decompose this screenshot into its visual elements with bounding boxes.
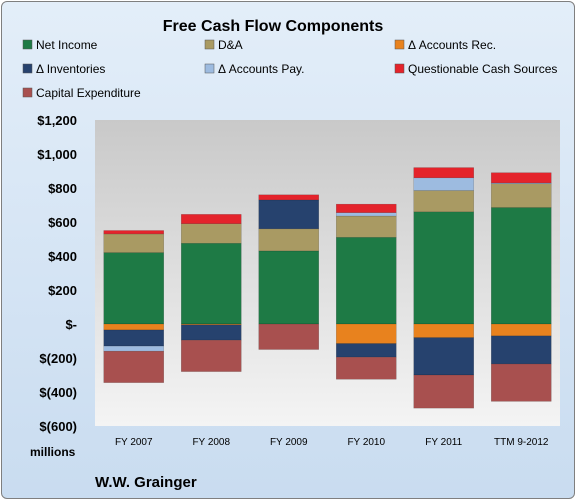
bar-net-income [103,252,164,325]
bar-capital-expenditure [181,339,242,372]
bar-delta-accounts-pay [103,345,164,352]
bar-questionable-cash-sources [336,203,397,213]
bar-capital-expenditure [413,374,474,409]
plot-area [95,120,560,426]
legend-swatch-delta-inventories [22,63,33,74]
bar-d-a [258,228,319,252]
bar-delta-accounts-rec [103,323,164,331]
legend-label-delta-accounts-rec: Δ Accounts Rec. [408,38,496,52]
legend-label-net-income: Net Income [36,38,98,52]
chart-title: Free Cash Flow Components [163,18,384,35]
legend-swatch-delta-accounts-pay [204,63,215,74]
legend-swatch-net-income [22,39,33,50]
bar-net-income [258,250,319,325]
x-category-label: FY 2011 [425,437,462,448]
bar-delta-inventories [258,199,319,230]
bar-d-a [181,223,242,244]
legend-label-d-a: D&A [218,38,243,52]
bar-questionable-cash-sources [413,167,474,179]
y-tick-label: $200 [48,283,77,298]
x-axis: FY 2007 FY 2008 FY 2009 FY 2010 FY 2011 TTM 9… [115,437,549,448]
bar-capital-expenditure [103,350,164,383]
bar-capital-expenditure [491,363,552,402]
units-label: millions [30,445,76,459]
legend-label-delta-inventories: Δ Inventories [36,62,105,76]
legend-swatch-delta-accounts-rec [394,39,405,50]
bar-net-income [336,237,397,325]
y-tick-label: $600 [48,215,77,230]
bar-capital-expenditure [258,323,319,350]
bar-questionable-cash-sources [258,194,319,201]
bar-net-income [413,211,474,325]
y-tick-label: $1,000 [37,147,77,162]
y-tick-label: $- [65,317,77,332]
y-tick-label: $(400) [39,385,77,400]
legend-label-questionable-cash-sources: Questionable Cash Sources [408,62,557,76]
y-tick-label: $1,200 [37,113,77,128]
bar-delta-inventories [181,324,242,341]
legend-label-delta-accounts-pay: Δ Accounts Pay. [218,62,305,76]
x-category-label: FY 2010 [347,437,385,448]
x-category-label: FY 2009 [270,437,308,448]
bar-d-a [491,183,552,208]
bar-questionable-cash-sources [103,230,164,235]
bar-delta-inventories [336,343,397,358]
legend: Net Income D&A Δ Accounts Rec. Δ Inventorie… [22,38,557,100]
legend-label-capital-expenditure: Capital Expenditure [36,86,141,100]
y-axis: $(600) $(400) $(200) $- $200 $400 $600 $800 $1,0… [37,113,77,434]
y-tick-label: $400 [48,249,77,264]
x-category-label: FY 2008 [192,437,230,448]
x-category-label: FY 2007 [115,437,153,448]
legend-swatch-capital-expenditure [22,87,33,98]
bar-delta-accounts-rec [491,323,552,337]
legend-swatch-d-a [204,39,215,50]
bar-delta-inventories [103,329,164,347]
bar-delta-accounts-pay [336,212,397,217]
bar-d-a [413,190,474,213]
y-tick-label: $800 [48,181,77,196]
bar-questionable-cash-sources [181,214,242,224]
bar-delta-inventories [491,335,552,365]
bars [103,167,552,409]
bar-delta-accounts-pay [413,177,474,191]
bar-d-a [336,215,397,238]
bar-delta-accounts-rec [413,323,474,338]
x-category-label: TTM 9-2012 [494,437,549,448]
bar-net-income [491,207,552,325]
bar-capital-expenditure [336,356,397,380]
y-tick-label: $(200) [39,351,77,366]
y-tick-label: $(600) [39,419,77,434]
legend-swatch-questionable-cash-sources [394,63,405,74]
bar-delta-accounts-rec [336,323,397,344]
bar-d-a [103,233,164,253]
company-label: W.W. Grainger [95,474,197,491]
bar-questionable-cash-sources [491,172,552,184]
bar-net-income [181,243,242,325]
bar-delta-inventories [413,337,474,376]
